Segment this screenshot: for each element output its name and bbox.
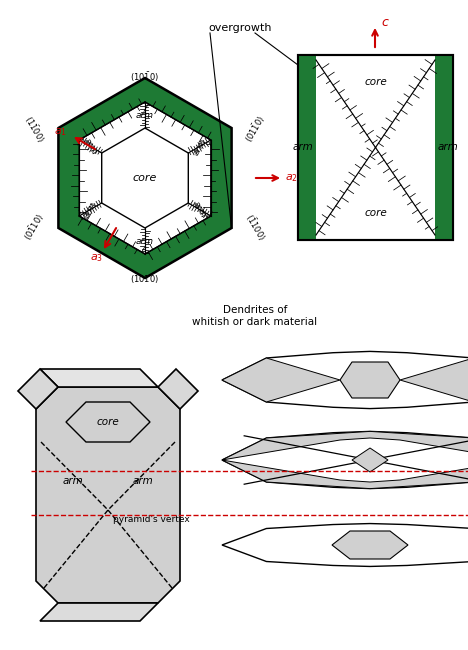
Text: arm: arm <box>191 136 208 157</box>
Text: $a_2$: $a_2$ <box>285 172 298 184</box>
Text: core: core <box>364 77 387 87</box>
Polygon shape <box>40 369 158 387</box>
Text: Dendrites of
whitish or dark material: Dendrites of whitish or dark material <box>192 305 318 326</box>
Text: $a_3$: $a_3$ <box>90 252 103 264</box>
Text: arm: arm <box>82 136 99 157</box>
Polygon shape <box>79 102 211 254</box>
Text: (10$\bar{1}$0): (10$\bar{1}$0) <box>131 70 160 84</box>
Polygon shape <box>40 603 158 621</box>
Polygon shape <box>58 78 232 278</box>
Polygon shape <box>222 460 468 489</box>
Text: (01$\bar{1}$0): (01$\bar{1}$0) <box>242 113 269 145</box>
Polygon shape <box>222 432 468 489</box>
Text: c: c <box>381 16 388 29</box>
Text: core: core <box>364 208 387 218</box>
Text: arm: arm <box>136 111 154 120</box>
Bar <box>298 55 316 240</box>
Text: arm: arm <box>438 142 459 153</box>
Text: (1$\bar{1}$00): (1$\bar{1}$00) <box>21 113 48 145</box>
Polygon shape <box>400 358 468 402</box>
Polygon shape <box>66 402 150 442</box>
Polygon shape <box>222 358 340 402</box>
Text: arm: arm <box>136 237 154 246</box>
Polygon shape <box>352 448 388 472</box>
Bar <box>298 55 453 240</box>
Text: ($\bar{1}$100): ($\bar{1}$100) <box>242 211 269 243</box>
Polygon shape <box>102 128 188 228</box>
Text: arm: arm <box>63 476 83 486</box>
Text: arm: arm <box>292 142 313 153</box>
Polygon shape <box>222 352 468 409</box>
Text: core: core <box>133 173 157 183</box>
Text: overgrowth: overgrowth <box>208 23 272 33</box>
Polygon shape <box>222 432 468 460</box>
Text: arm: arm <box>191 200 208 220</box>
Text: (0$\bar{1}$10): (0$\bar{1}$10) <box>21 211 48 243</box>
Polygon shape <box>36 387 180 603</box>
Text: ($\bar{1}$010): ($\bar{1}$010) <box>131 272 160 286</box>
Text: $a_1$: $a_1$ <box>54 127 67 138</box>
Polygon shape <box>340 362 400 398</box>
Bar <box>435 55 453 240</box>
Text: arm: arm <box>82 200 99 220</box>
Polygon shape <box>222 523 468 566</box>
Polygon shape <box>18 369 58 409</box>
Text: pyramid's vertex: pyramid's vertex <box>113 515 190 524</box>
Text: arm: arm <box>132 476 154 486</box>
Polygon shape <box>158 369 198 409</box>
Bar <box>298 55 453 240</box>
Polygon shape <box>332 531 408 559</box>
Text: core: core <box>96 417 119 427</box>
